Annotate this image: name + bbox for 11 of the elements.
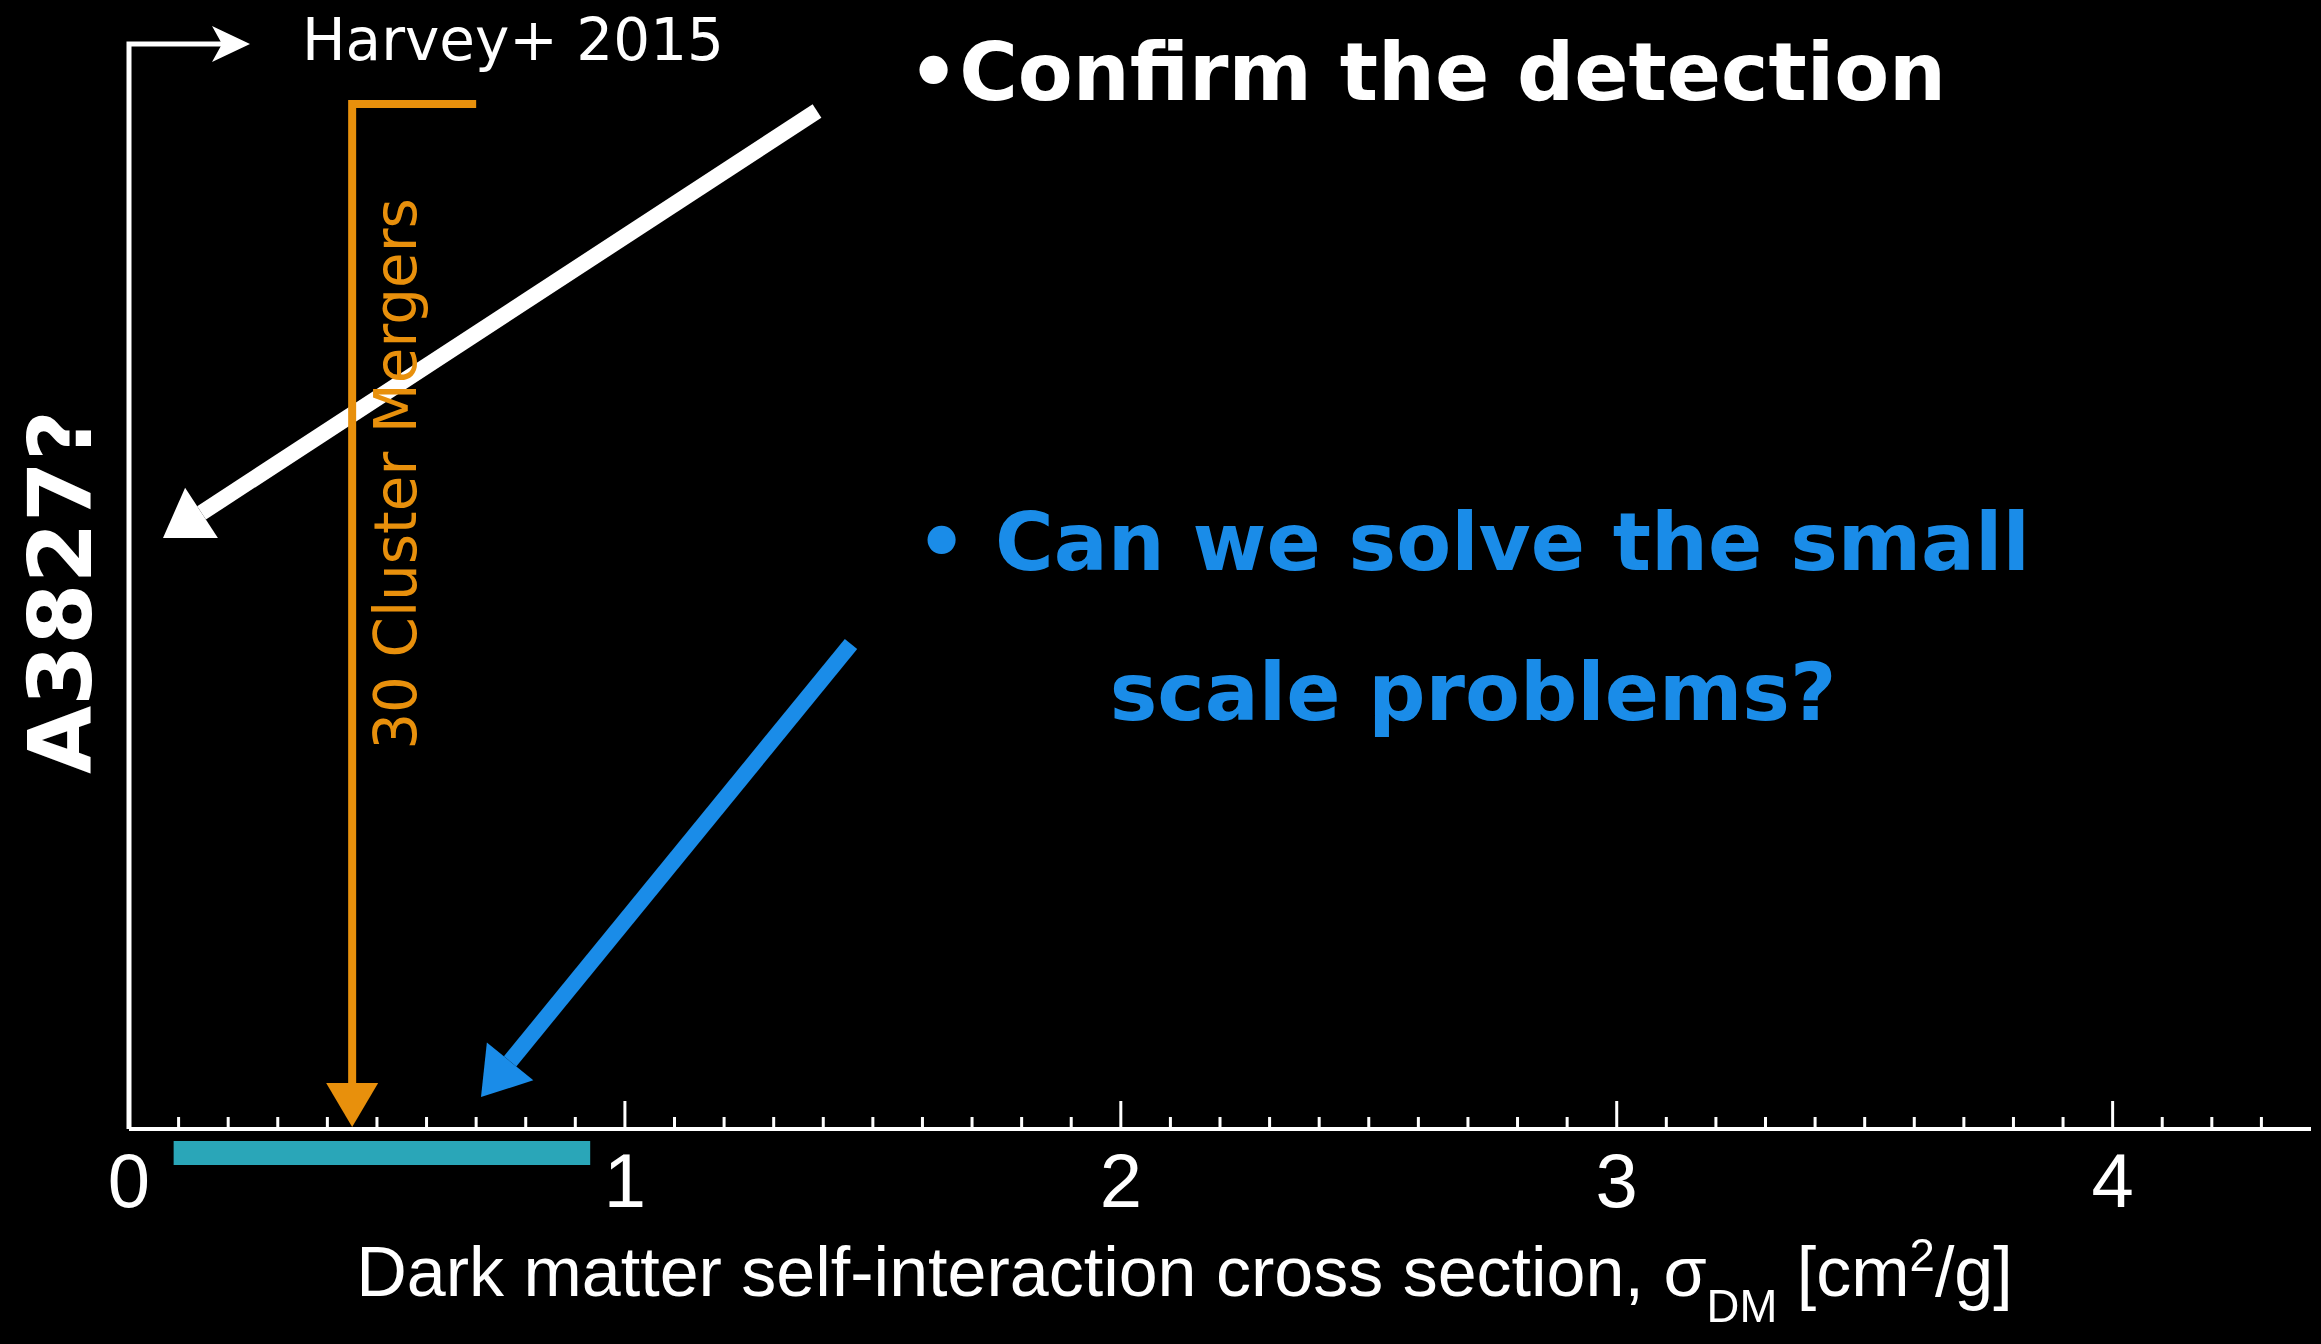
text: Harvey+ 2015	[302, 6, 724, 75]
ref-line-label: A3827?	[9, 409, 112, 775]
text: • Can we solve the small scale problems?	[916, 496, 2030, 739]
x-tick-label: 3	[1595, 1138, 1638, 1223]
text: •Confirm the detection	[908, 25, 1947, 119]
x-tick-label: 0	[107, 1138, 151, 1223]
x-tick-label: 4	[2091, 1138, 2134, 1223]
x-tick-label: 1	[603, 1138, 647, 1223]
ref-line-label: 30 Cluster Mergers	[362, 198, 431, 750]
x-tick-label: 2	[1099, 1138, 1142, 1223]
x-axis-title: Dark matter self-interaction cross section, σ$_{DM}$ [cm$^{2}$/g]	[356, 1229, 2013, 1332]
